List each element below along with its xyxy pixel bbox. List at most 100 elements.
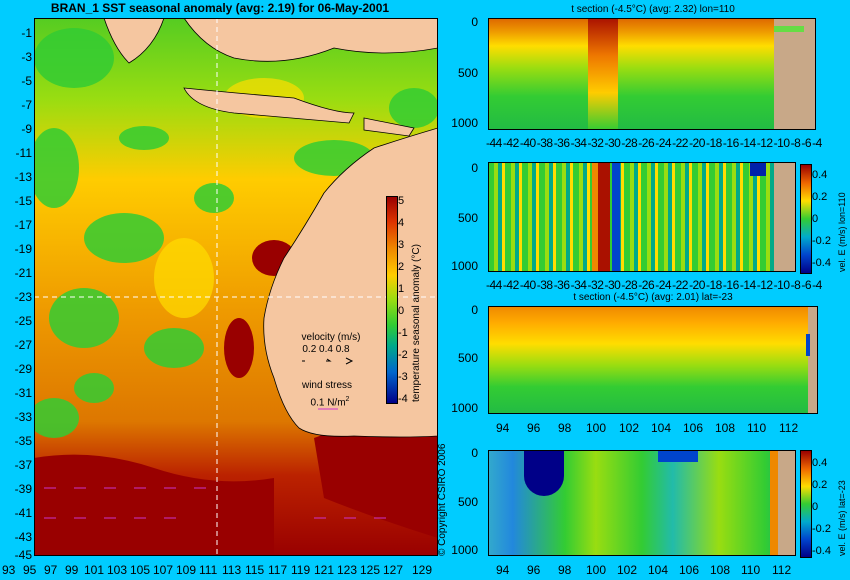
panel3-title: t section (-4.5°C) (avg: 2.01) lat=-23 <box>573 292 733 303</box>
panel3-x-tick: 106 <box>683 421 704 435</box>
panel1-x-tick: -16 <box>722 136 739 150</box>
panel3-x-tick: 98 <box>558 421 572 435</box>
colorbar-tick: -1 <box>398 327 408 339</box>
lat-tick: -11 <box>15 146 32 160</box>
colorbar-tick: 2 <box>398 261 405 273</box>
panel2-x-tick: -4 <box>812 278 822 292</box>
panel2-depth-tick: 500 <box>457 211 478 225</box>
panel2-x-tick: -22 <box>672 278 688 292</box>
lon-tick: 101 <box>84 563 105 577</box>
panel2-depth-tick: 0 <box>471 161 478 175</box>
panel1-x-tick: -10 <box>773 136 790 150</box>
panel1-x-tick: -8 <box>790 136 801 150</box>
lat-tick: -35 <box>14 434 32 448</box>
panel1-depth-tick: 0 <box>471 15 478 29</box>
panel4-colorbar <box>800 450 812 558</box>
lat-tick: -15 <box>14 194 32 208</box>
panel4-cb-tick: 0.2 <box>812 479 828 491</box>
colorbar-tick: 1 <box>398 283 405 295</box>
lon-tick: 107 <box>153 563 174 577</box>
panel1-x-tick: -24 <box>655 136 672 150</box>
panel2-x-tick: -42 <box>502 278 519 292</box>
panel2-depth-tick: 1000 <box>451 259 478 273</box>
lat-tick: -31 <box>14 386 32 400</box>
lon-tick: 127 <box>383 563 404 577</box>
panel4-depth-tick: 500 <box>457 495 478 509</box>
panel4-x-tick: 110 <box>741 563 761 577</box>
panel3-depth-tick: 500 <box>457 351 478 365</box>
panel2-x-tick: -44 <box>486 278 502 292</box>
panel1-frame <box>488 18 816 130</box>
lat-tick: -17 <box>14 218 32 232</box>
colorbar-tick: -2 <box>398 349 408 361</box>
lat-tick: -13 <box>14 170 32 184</box>
panel1-x-tick: -30 <box>604 136 621 150</box>
panel4-cb-tick: 0 <box>812 501 819 513</box>
panel2-x-tick: -14 <box>739 278 756 292</box>
lon-tick: 93 <box>2 563 16 577</box>
panel2-cb-tick: 0 <box>812 213 819 225</box>
panel4-x-tick: 112 <box>772 563 792 577</box>
lat-tick: -33 <box>14 410 32 424</box>
lon-tick: 109 <box>176 563 197 577</box>
panel2-x-tick: -30 <box>604 278 621 292</box>
panel2-x-tick: -36 <box>553 278 570 292</box>
panel2-x-tick: -20 <box>689 278 705 292</box>
lat-tick: -5 <box>21 74 32 88</box>
lon-tick: 99 <box>65 563 79 577</box>
panel3-x-tick: 94 <box>496 421 510 435</box>
panel4-x-tick: 108 <box>710 563 731 577</box>
panel1-x-tick: -6 <box>801 136 812 150</box>
panel2-cb-tick: -0.2 <box>812 235 831 247</box>
wind-stress-value-text: 0.1 N/m <box>310 397 346 409</box>
panel1-x-tick: -32 <box>587 136 604 150</box>
panel4-cb-tick: -0.2 <box>812 523 831 535</box>
colorbar-tick: 0 <box>398 305 405 317</box>
panel1-x-tick: -28 <box>621 136 638 150</box>
wind-stress-value: 0.1 N/m2 <box>300 394 360 408</box>
colorbar-tick: 4 <box>398 217 405 229</box>
panel2-x-tick: -32 <box>587 278 604 292</box>
lat-tick: -9 <box>21 122 32 136</box>
lat-tick: -43 <box>14 530 32 544</box>
lat-tick: -25 <box>14 314 32 328</box>
panel2-x-tick: -6 <box>801 278 812 292</box>
panel2-x-tick: -38 <box>536 278 553 292</box>
lon-tick: 115 <box>245 563 265 577</box>
panel2-x-tick: -26 <box>638 278 655 292</box>
panel1-x-tick: -22 <box>672 136 688 150</box>
colorbar-tick: 5 <box>398 195 405 207</box>
panel2-plot <box>488 162 796 272</box>
velocity-label: velocity (m/s) <box>301 332 361 343</box>
panel2-frame <box>488 162 796 272</box>
panel3-x-tick: 96 <box>527 421 541 435</box>
sst-colorbar <box>386 196 398 404</box>
panel4-x-tick: 106 <box>679 563 700 577</box>
panel4-x-tick: 98 <box>558 563 572 577</box>
panel4-depth-tick: 0 <box>471 446 478 460</box>
panel2-x-tick: -24 <box>655 278 672 292</box>
panel3-plot <box>488 306 818 414</box>
panel1-x-tick: -14 <box>739 136 756 150</box>
panel4-cb-label: vel. E (m/s) lat=-23 <box>837 480 847 556</box>
panel1-x-ticks: -44 -42 -40 -38 -36 -34 -32 -30 -28 -26 -24 -22 -20-… <box>486 136 822 150</box>
lat-tick: -39 <box>14 482 32 496</box>
lat-tick: -27 <box>14 338 32 352</box>
panel4-x-tick: 104 <box>648 563 669 577</box>
panel3-x-tick: 108 <box>715 421 736 435</box>
colorbar-tick: -3 <box>398 371 408 383</box>
panel1-x-tick: -42 <box>502 136 519 150</box>
lon-tick: 105 <box>130 563 151 577</box>
panel1-depth-tick: 1000 <box>451 116 478 130</box>
panel3-x-tick: 104 <box>651 421 672 435</box>
wind-stress-label: wind stress <box>301 380 352 391</box>
panel1-x-tick: -26 <box>638 136 655 150</box>
lon-tick: 121 <box>314 563 335 577</box>
lat-tick: -7 <box>21 98 32 112</box>
panel4-x-tick: 94 <box>496 563 510 577</box>
panel3-x-tick: 102 <box>619 421 640 435</box>
wind-stress-exp: 2 <box>345 396 350 403</box>
panel1-x-tick: -18 <box>705 136 722 150</box>
colorbar-tick: 3 <box>398 239 405 251</box>
panel1-x-tick: -44 <box>486 136 502 150</box>
